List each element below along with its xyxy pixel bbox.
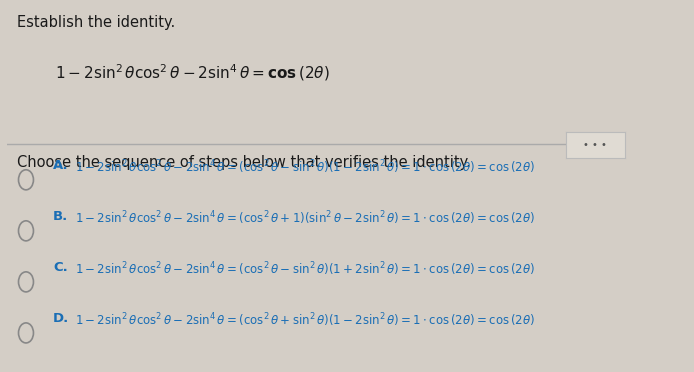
Text: $1-2\sin^{2}\theta\cos^{2}\theta-2\sin^{4}\theta=\left(\cos^{2}\theta-\sin^{2}\t: $1-2\sin^{2}\theta\cos^{2}\theta-2\sin^{… bbox=[75, 159, 535, 176]
Text: Choose the sequence of steps below that verifies the identity.: Choose the sequence of steps below that … bbox=[17, 155, 471, 170]
Text: A.: A. bbox=[53, 159, 69, 171]
Text: D.: D. bbox=[53, 312, 69, 325]
Text: $1-2\sin^{2}\theta\cos^{2}\theta-2\sin^{4}\theta=\left(\cos^{2}\theta+\sin^{2}\t: $1-2\sin^{2}\theta\cos^{2}\theta-2\sin^{… bbox=[75, 312, 535, 329]
Text: $1-2\sin^{2}\theta\cos^{2}\theta-2\sin^{4}\theta=\left(\cos^{2}\theta-\sin^{2}\t: $1-2\sin^{2}\theta\cos^{2}\theta-2\sin^{… bbox=[75, 261, 535, 278]
Text: $1-2\sin^{2}\theta\cos^{2}\theta-2\sin^{4}\theta=\left(\cos^{2}\theta+1\right)\l: $1-2\sin^{2}\theta\cos^{2}\theta-2\sin^{… bbox=[75, 210, 535, 227]
Text: • • •: • • • bbox=[583, 140, 607, 150]
Text: $1-2\sin^{2}\theta\cos^{2}\theta-2\sin^{4}\theta=\mathbf{cos}\,(2\theta)$: $1-2\sin^{2}\theta\cos^{2}\theta-2\sin^{… bbox=[55, 62, 330, 83]
Text: C.: C. bbox=[53, 261, 68, 274]
Text: B.: B. bbox=[53, 210, 69, 223]
Text: Establish the identity.: Establish the identity. bbox=[17, 15, 176, 30]
